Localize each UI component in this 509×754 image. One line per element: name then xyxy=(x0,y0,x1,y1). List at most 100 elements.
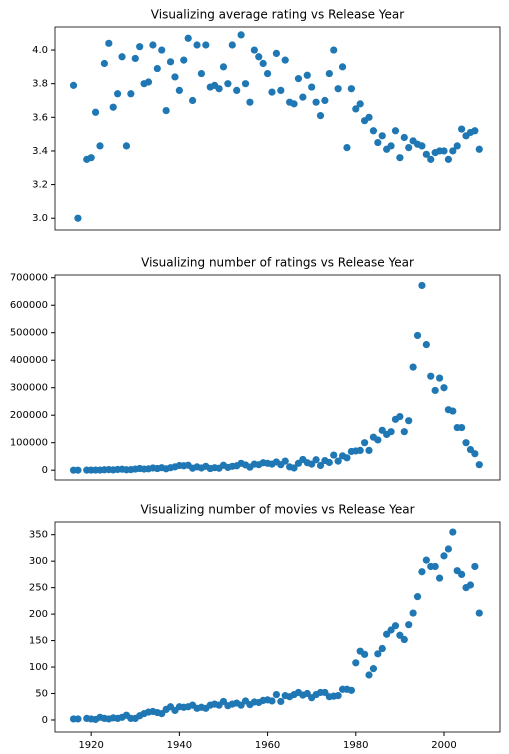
point xyxy=(471,127,479,135)
point xyxy=(233,86,241,95)
point xyxy=(290,100,298,108)
y-tick-label: 200000 xyxy=(10,410,48,421)
y-tick-label: 3.2 xyxy=(32,180,48,191)
point xyxy=(431,386,439,395)
point xyxy=(241,80,250,88)
point xyxy=(334,85,342,93)
point xyxy=(263,69,272,78)
point xyxy=(475,461,483,469)
point xyxy=(334,692,342,700)
point xyxy=(105,39,113,47)
point xyxy=(325,458,333,467)
point xyxy=(96,142,104,150)
point xyxy=(413,593,422,601)
point xyxy=(374,650,382,658)
y-tick-label: 600000 xyxy=(10,300,48,311)
point xyxy=(189,96,197,105)
y-tick-label: 50 xyxy=(35,689,48,700)
point xyxy=(330,46,338,54)
point xyxy=(316,112,325,120)
y-tick-label: 3.0 xyxy=(32,213,48,224)
point xyxy=(471,450,479,458)
point xyxy=(321,96,329,105)
point xyxy=(69,81,78,89)
point xyxy=(219,63,228,71)
point xyxy=(347,85,355,93)
point xyxy=(136,43,144,51)
axes-frame xyxy=(54,274,501,481)
chart-title: Visualizing number of ratings vs Release… xyxy=(141,256,414,270)
point xyxy=(343,454,351,462)
point xyxy=(193,41,201,49)
point xyxy=(435,374,444,382)
point xyxy=(444,545,452,553)
point xyxy=(400,635,408,644)
point xyxy=(458,125,466,133)
point xyxy=(449,147,457,155)
point xyxy=(215,85,223,93)
point xyxy=(365,446,373,454)
x-tick-label: 2000 xyxy=(431,740,456,751)
point xyxy=(405,621,413,629)
point xyxy=(462,439,470,447)
point xyxy=(246,98,254,106)
point xyxy=(356,446,364,454)
point xyxy=(347,686,355,694)
point xyxy=(422,340,430,349)
point xyxy=(396,154,404,162)
chart-title: Visualizing average rating vs Release Ye… xyxy=(151,8,404,22)
point xyxy=(325,69,333,78)
point xyxy=(422,150,430,158)
point xyxy=(374,138,382,147)
point xyxy=(109,103,117,111)
point xyxy=(224,80,232,88)
axes-frame xyxy=(54,26,501,231)
point xyxy=(250,46,258,54)
point xyxy=(118,53,126,61)
point xyxy=(387,428,395,436)
point xyxy=(422,556,430,564)
point xyxy=(144,78,153,86)
y-tick-label: 400000 xyxy=(10,355,48,366)
point xyxy=(197,69,206,78)
point xyxy=(131,54,139,63)
point xyxy=(330,451,338,459)
point xyxy=(158,46,166,54)
point xyxy=(378,644,386,653)
point xyxy=(466,581,475,589)
point xyxy=(91,108,100,116)
x-tick-label: 1960 xyxy=(255,740,280,751)
axes-frame xyxy=(54,521,501,733)
point xyxy=(299,93,307,101)
y-tick-label: 3.8 xyxy=(32,79,48,90)
point xyxy=(453,142,461,150)
point xyxy=(259,59,267,68)
point xyxy=(228,41,236,49)
point xyxy=(149,41,157,49)
point xyxy=(175,86,183,95)
x-tick-label: 1920 xyxy=(78,740,103,751)
point xyxy=(180,56,188,64)
point xyxy=(444,155,452,163)
point xyxy=(272,49,280,58)
point xyxy=(374,436,382,444)
point xyxy=(74,214,82,222)
point xyxy=(290,464,298,472)
y-tick-label: 0 xyxy=(42,715,48,726)
point xyxy=(378,132,386,140)
point xyxy=(361,650,369,658)
point xyxy=(74,466,82,474)
point xyxy=(369,665,378,673)
point xyxy=(352,659,360,667)
y-tick-label: 0 xyxy=(42,465,48,476)
point xyxy=(409,609,417,617)
point xyxy=(352,105,360,113)
point xyxy=(87,154,95,162)
point xyxy=(202,41,210,49)
point xyxy=(277,697,285,706)
point xyxy=(162,106,170,115)
x-tick-label: 1980 xyxy=(343,740,368,751)
point xyxy=(171,73,179,81)
point xyxy=(268,88,276,96)
